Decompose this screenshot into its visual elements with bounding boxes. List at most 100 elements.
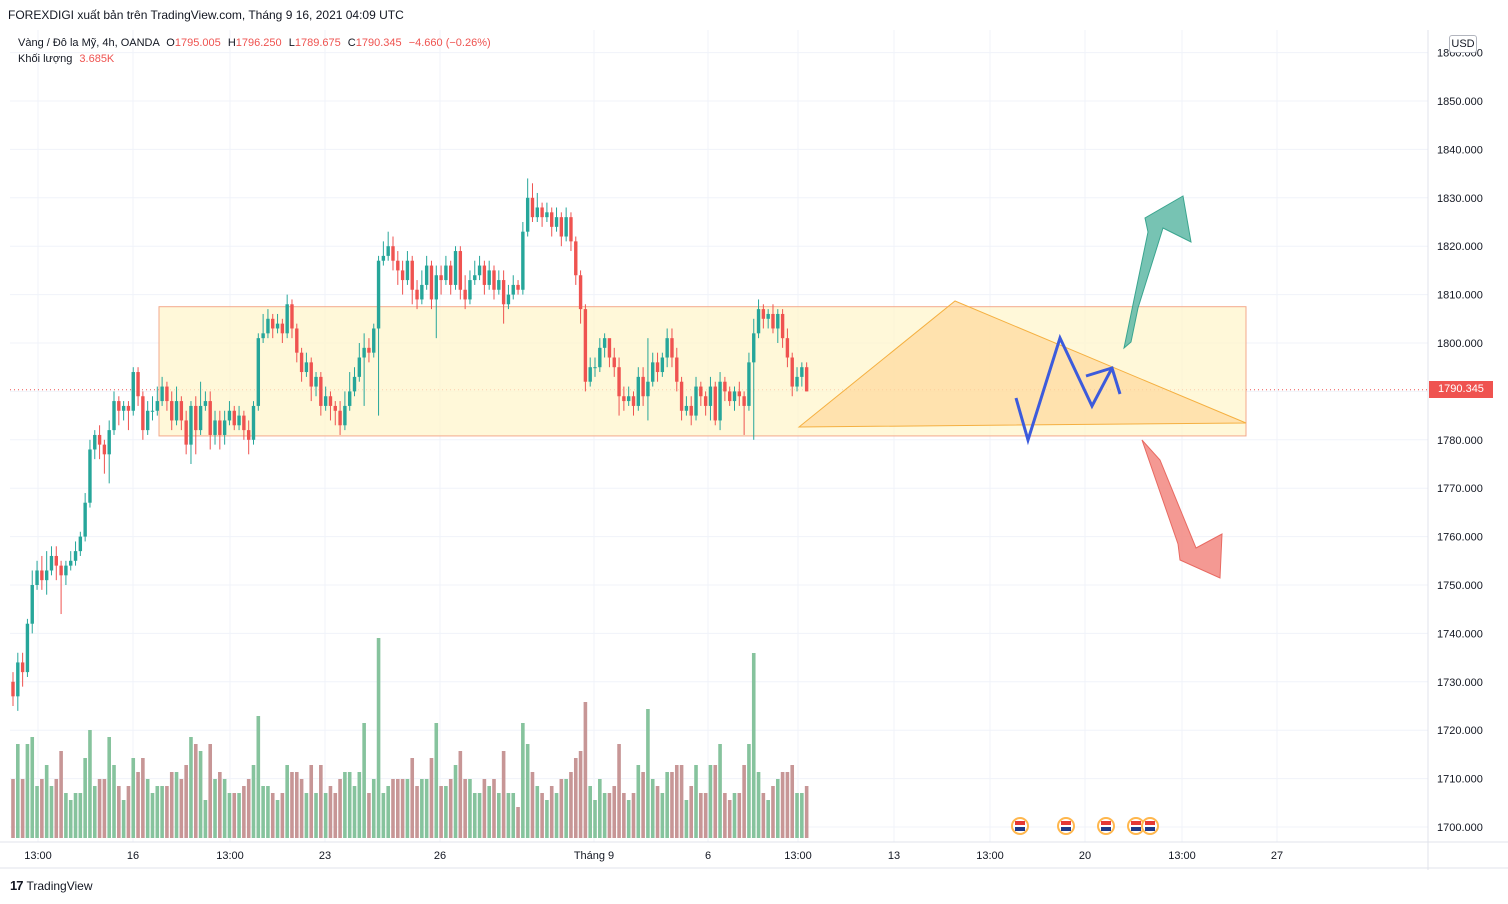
volume-bar [237,793,241,838]
candle-body [222,420,227,435]
candle-body [170,401,174,421]
volume-bar [150,793,155,838]
tradingview-logo-icon: 17 [10,878,24,893]
candle-body [381,255,386,261]
volume-bar [775,779,780,838]
volume-bar [362,723,366,838]
volume-bar [535,786,540,838]
volume-bar [583,702,588,838]
candle-body [463,289,467,300]
volume-bar [126,786,131,838]
candle-body [679,381,684,411]
volume-bar [458,751,463,838]
candle-body [622,396,626,402]
candle-body [145,410,150,431]
candle-body [323,396,328,406]
volume-bar [463,779,467,838]
volume-bar [439,786,443,838]
candle-body [112,401,116,431]
volume-bar [352,786,357,838]
volume-bar [607,793,612,838]
volume-bar [410,758,415,838]
candle-body [227,410,232,421]
volume-bar [723,793,727,838]
volume-bar [338,779,342,838]
volume-bar [434,723,439,838]
currency-badge[interactable]: USD [1449,35,1477,53]
volume-bar [453,765,458,838]
candle-body [117,401,121,411]
volume-bar [694,765,698,838]
volume-bar [703,793,708,838]
volume-bar [232,793,237,838]
forecast-zigzag-path [1014,333,1114,446]
candlesticks [11,178,809,711]
candle-body [588,367,592,382]
volume-bar [420,779,424,838]
volume-bar [371,779,376,838]
volume-bar [472,793,477,838]
y-tick-label: 1700.000 [1437,822,1483,834]
candle-body [121,405,126,411]
volume-bar [530,772,535,838]
candle-body [713,386,717,421]
candle-body [20,662,25,673]
volume-bar [516,807,520,838]
high-value: 1796.250 [235,37,282,49]
candle-body [237,415,241,426]
candle-body [396,260,400,271]
candle-body [708,386,713,406]
candle-body [795,376,799,387]
volume-bars [11,638,809,838]
volume-bar [747,744,751,838]
volume-bar [598,779,602,838]
candle-body [367,347,371,353]
candle-body [54,555,58,566]
y-tick-label: 1850.000 [1437,96,1483,108]
volume-bar [193,744,198,838]
low-value: 1789.675 [294,37,341,49]
volume-bar [97,779,102,838]
y-tick-label: 1830.000 [1437,193,1483,205]
volume-bar [578,751,583,838]
candle-body [593,367,597,369]
volume-bar [242,786,246,838]
volume-bar [92,786,97,838]
volume-bar [727,800,732,838]
flag-stripe [1015,821,1025,825]
candle-body [165,386,169,402]
volume-bar [131,758,136,838]
candle-body [766,313,770,319]
candle-body [155,401,159,411]
volume-bar [102,779,107,838]
candle-body [550,212,554,227]
candle-body [540,207,544,218]
brand-name: TradingView [26,878,93,893]
footer[interactable]: 17 TradingView [10,878,93,893]
candle-body [516,284,520,290]
chart-legend: Vàng / Đô la Mỹ, 4h, OANDA O1795.005 H17… [18,35,491,67]
volume-bar [347,772,352,838]
volume-bar [424,779,429,838]
candle-body [444,265,448,281]
candle-body [617,367,621,397]
candle-body [271,318,275,329]
x-tick-label: 6 [705,850,711,862]
volume-bar [218,772,222,838]
candle-body [626,396,631,402]
candle-body [131,372,135,411]
us-flag-event-icon [1011,817,1029,835]
volume-bar [573,758,578,838]
volume-bar [343,772,347,838]
volume-bar [83,758,87,838]
volume-bar [506,793,511,838]
candle-body [646,381,650,397]
volume-bar [679,765,684,838]
volume-bar [732,793,737,838]
candle-body [319,376,323,406]
volume-bar [477,793,482,838]
candle-body [660,357,665,373]
candle-body [458,251,463,290]
volume-bar [559,779,564,838]
